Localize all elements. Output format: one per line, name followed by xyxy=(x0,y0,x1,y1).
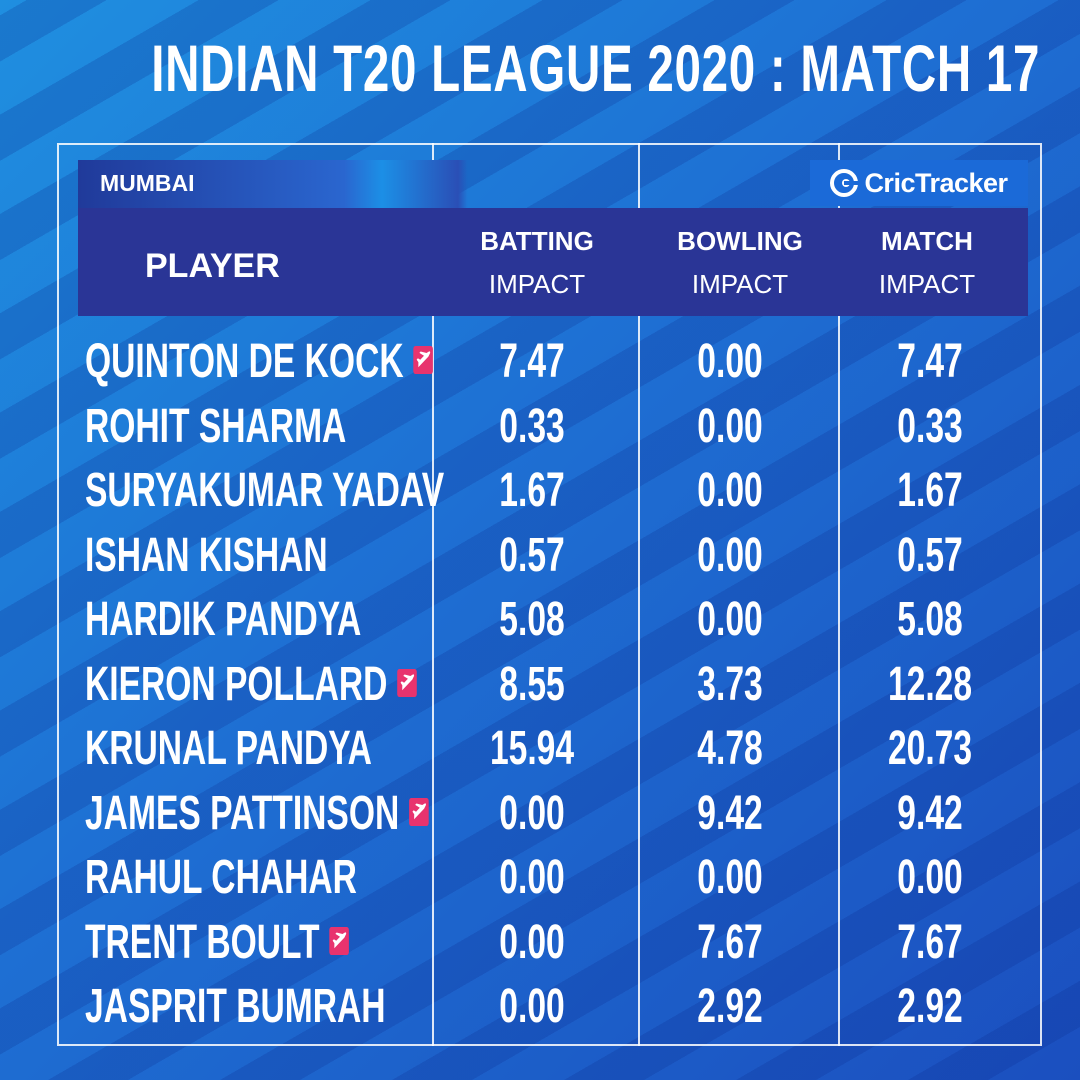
table-header xyxy=(78,208,1028,316)
bowling-impact-value: 9.42 xyxy=(697,786,763,840)
batting-impact-value: 0.00 xyxy=(499,851,565,904)
player-name: SURYAKUMAR YADAV xyxy=(85,464,445,517)
player-name-cell: KRUNAL PANDYA xyxy=(85,717,372,781)
player-name-cell: ROHIT SHARMA xyxy=(85,395,346,459)
table-row: ROHIT SHARMA 0.33 0.00 0.33 xyxy=(0,395,1080,459)
match-impact-value: 20.73 xyxy=(887,722,973,775)
player-name: ISHAN KISHAN xyxy=(85,528,328,582)
table-row: RAHUL CHAHAR 0.00 0.00 0.00 xyxy=(0,846,1080,910)
player-name-cell: HARDIK PANDYA xyxy=(85,588,361,652)
bowling-impact-value: 0.00 xyxy=(697,335,763,388)
player-name: TRENT BOULT xyxy=(85,915,320,969)
match-impact-value: 1.67 xyxy=(897,464,963,517)
batting-impact-value: 0.57 xyxy=(499,528,565,582)
table-row: JAMES PATTINSON 0.00 9.42 9.42 xyxy=(0,782,1080,846)
batting-impact-value: 0.00 xyxy=(499,980,565,1033)
header-player: PLAYER xyxy=(145,247,280,285)
batting-impact-value: 15.94 xyxy=(489,722,575,775)
table-row: ISHAN KISHAN 0.57 0.00 0.57 xyxy=(0,524,1080,588)
table-row: JASPRIT BUMRAH 0.00 2.92 2.92 xyxy=(0,975,1080,1039)
match-impact-value: 0.00 xyxy=(897,851,963,904)
match-impact-value: 2.92 xyxy=(897,980,963,1033)
bowling-impact-value: 0.00 xyxy=(697,593,763,646)
column-divider xyxy=(432,143,434,1046)
player-name-cell: RAHUL CHAHAR xyxy=(85,846,357,910)
player-name-cell: ISHAN KISHAN xyxy=(85,524,328,588)
player-name-cell: QUINTON DE KOCK xyxy=(85,330,433,394)
bowling-impact-value: 2.92 xyxy=(697,980,763,1033)
table-row: HARDIK PANDYA 5.08 0.00 5.08 xyxy=(0,588,1080,652)
bowling-impact-value: 4.78 xyxy=(697,722,763,775)
batting-impact-value: 1.67 xyxy=(499,464,565,517)
player-name: JASPRIT BUMRAH xyxy=(85,980,386,1033)
player-name: KIERON POLLARD xyxy=(85,657,388,711)
bowling-impact-value: 0.00 xyxy=(697,851,763,904)
player-name-cell: JAMES PATTINSON xyxy=(85,782,429,846)
header-batting-impact: BATTING IMPACT xyxy=(480,226,594,299)
match-impact-value: 0.33 xyxy=(897,399,963,453)
table-row: TRENT BOULT 0.00 7.67 7.67 xyxy=(0,911,1080,975)
match-impact-value: 5.08 xyxy=(897,593,963,646)
batting-impact-value: 5.08 xyxy=(499,593,565,646)
table-frame xyxy=(57,143,1042,1046)
bowling-impact-value: 3.73 xyxy=(697,657,763,711)
bowling-impact-value: 0.00 xyxy=(697,528,763,582)
crictracker-logo-icon xyxy=(830,169,859,197)
bowling-impact-value: 7.67 xyxy=(697,915,763,969)
batting-impact-value: 0.00 xyxy=(499,786,565,840)
column-divider xyxy=(638,143,640,1046)
overseas-plane-icon xyxy=(397,668,417,697)
player-name-cell: TRENT BOULT xyxy=(85,911,349,975)
team-name: MUMBAI xyxy=(100,170,195,196)
player-name-cell: SURYAKUMAR YADAV xyxy=(85,459,444,523)
column-divider xyxy=(838,143,840,1046)
player-name-cell: KIERON POLLARD xyxy=(85,653,417,717)
player-name: JAMES PATTINSON xyxy=(85,786,400,840)
bowling-impact-value: 0.00 xyxy=(697,399,763,453)
player-name-cell: JASPRIT BUMRAH xyxy=(85,975,386,1039)
table-row: KRUNAL PANDYA 15.94 4.78 20.73 xyxy=(0,717,1080,781)
match-impact-value: 7.47 xyxy=(897,335,963,388)
overseas-plane-icon xyxy=(413,346,433,375)
batting-impact-value: 8.55 xyxy=(499,657,565,711)
player-name: KRUNAL PANDYA xyxy=(85,722,372,775)
table-row: KIERON POLLARD 8.55 3.73 12.28 xyxy=(0,653,1080,717)
table-row: SURYAKUMAR YADAV 1.67 0.00 1.67 xyxy=(0,459,1080,523)
page-title: INDIAN T20 LEAGUE 2020 : MATCH 17 xyxy=(151,31,1041,105)
overseas-plane-icon xyxy=(329,926,349,955)
match-impact-value: 0.57 xyxy=(897,528,963,582)
match-impact-value: 12.28 xyxy=(887,657,973,711)
brand-name: CricTracker xyxy=(864,167,1008,198)
player-name: HARDIK PANDYA xyxy=(85,593,362,646)
brand-logo: CricTracker xyxy=(810,160,1028,206)
bowling-impact-value: 0.00 xyxy=(697,464,763,517)
player-name: ROHIT SHARMA xyxy=(85,399,347,453)
match-impact-value: 9.42 xyxy=(897,786,963,840)
batting-impact-value: 0.00 xyxy=(499,915,565,969)
player-name: RAHUL CHAHAR xyxy=(85,851,357,904)
player-name: QUINTON DE KOCK xyxy=(85,335,404,388)
batting-impact-value: 7.47 xyxy=(499,335,565,388)
table-row: QUINTON DE KOCK 7.47 0.00 7.47 xyxy=(0,330,1080,394)
overseas-plane-icon xyxy=(409,797,429,826)
header-bowling-impact: BOWLING IMPACT xyxy=(677,226,803,299)
header-match-impact: MATCH IMPACT xyxy=(878,226,976,299)
match-impact-value: 7.67 xyxy=(897,915,963,969)
batting-impact-value: 0.33 xyxy=(499,399,565,453)
